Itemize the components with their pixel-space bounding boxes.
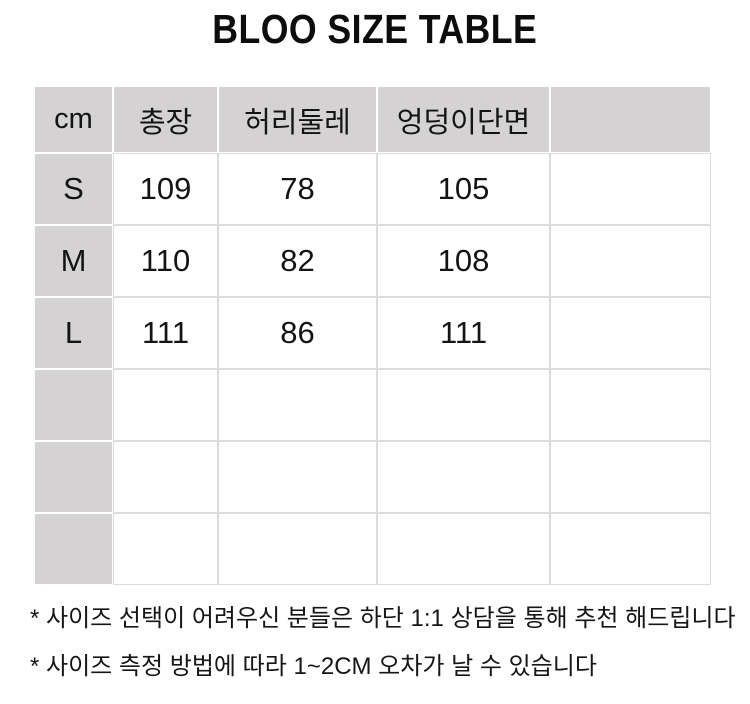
value-cell <box>377 369 550 441</box>
value-cell: 78 <box>218 153 377 225</box>
column-header-total-length: 총장 <box>113 86 218 153</box>
value-cell <box>550 225 711 297</box>
size-label-cell: L <box>34 297 113 369</box>
value-cell: 111 <box>113 297 218 369</box>
size-label-cell <box>34 441 113 513</box>
table-row-s: S 109 78 105 <box>34 153 711 225</box>
size-notes: * 사이즈 선택이 어려우신 분들은 하단 1:1 상담을 통해 추천 해드립니… <box>30 605 750 680</box>
size-label-cell <box>34 369 113 441</box>
value-cell <box>218 441 377 513</box>
size-label-cell: M <box>34 225 113 297</box>
value-cell <box>377 513 550 585</box>
note-size-recommendation: * 사이즈 선택이 어려우신 분들은 하단 1:1 상담을 통해 추천 해드립니… <box>30 605 736 632</box>
column-header-hip: 엉덩이단면 <box>377 86 550 153</box>
page-title-text: BLOO SIZE TABLE <box>212 6 538 52</box>
unit-header-cell: cm <box>34 86 113 153</box>
size-table-header-row: cm 총장 허리둘레 엉덩이단면 <box>34 86 711 153</box>
table-row-empty <box>34 513 711 585</box>
value-cell <box>550 153 711 225</box>
column-header-empty <box>550 86 711 153</box>
page-title: BLOO SIZE TABLE <box>0 4 750 54</box>
value-cell: 111 <box>377 297 550 369</box>
value-cell <box>218 513 377 585</box>
size-table: cm 총장 허리둘레 엉덩이단면 S 109 78 105 M 110 82 1… <box>34 86 711 585</box>
value-cell <box>550 441 711 513</box>
value-cell <box>550 369 711 441</box>
table-row-empty <box>34 441 711 513</box>
value-cell: 108 <box>377 225 550 297</box>
value-cell <box>218 369 377 441</box>
table-row-empty <box>34 369 711 441</box>
value-cell: 109 <box>113 153 218 225</box>
value-cell <box>113 369 218 441</box>
value-cell <box>377 441 550 513</box>
note-measurement-tolerance: * 사이즈 측정 방법에 따라 1~2CM 오차가 날 수 있습니다 <box>30 653 597 680</box>
value-cell <box>550 513 711 585</box>
table-row-m: M 110 82 108 <box>34 225 711 297</box>
value-cell <box>113 441 218 513</box>
value-cell: 82 <box>218 225 377 297</box>
column-header-waist: 허리둘레 <box>218 86 377 153</box>
value-cell <box>550 297 711 369</box>
size-label-cell: S <box>34 153 113 225</box>
value-cell: 86 <box>218 297 377 369</box>
value-cell: 105 <box>377 153 550 225</box>
value-cell <box>113 513 218 585</box>
table-row-l: L 111 86 111 <box>34 297 711 369</box>
size-label-cell <box>34 513 113 585</box>
value-cell: 110 <box>113 225 218 297</box>
